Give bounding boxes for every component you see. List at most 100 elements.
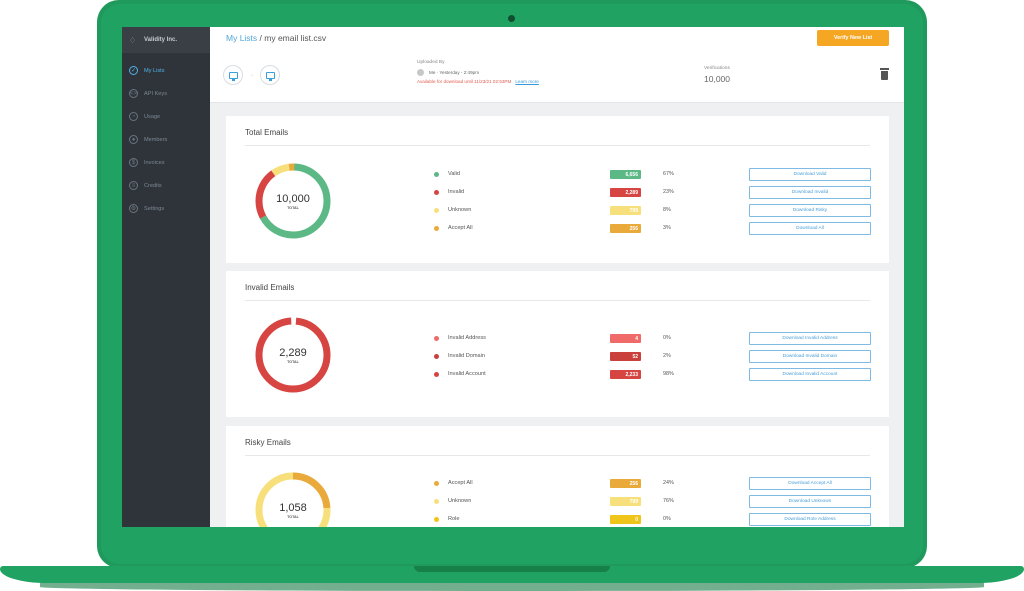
sidebar-item-settings[interactable]: ⚙ Settings: [122, 197, 210, 220]
sidebar-item-api-keys[interactable]: <> API Keys: [122, 82, 210, 105]
download-valid-button[interactable]: Download Valid: [749, 168, 871, 181]
download-invalid-account-button[interactable]: Download Invalid Account: [749, 368, 871, 381]
legend-dot: [434, 498, 439, 504]
trash-body: [881, 71, 888, 80]
legend-row-invalid-address: Invalid Address: [434, 333, 486, 343]
donut-total-label: TOTAL: [287, 359, 299, 364]
download-role-address-button[interactable]: Download Role Address: [749, 513, 871, 526]
availability-text: Available for download until 11/23/21 02…: [417, 79, 512, 84]
sidebar-item-label: My Lists: [144, 67, 165, 74]
donut-center: 2,289 TOTAL: [253, 315, 333, 395]
card-title: Invalid Emails: [245, 283, 295, 292]
breadcrumb-separator: /: [257, 33, 265, 43]
download-all-button[interactable]: Download All: [749, 222, 871, 235]
download-invalid-button[interactable]: Download Invalid: [749, 186, 871, 199]
brand[interactable]: ♢ Validity Inc.: [122, 27, 210, 53]
total-donut-chart: 10,000 TOTAL: [253, 161, 333, 241]
count-badge: 52: [610, 352, 641, 361]
sidebar-item-credits[interactable]: ≡ Credits: [122, 174, 210, 197]
sidebar-item-my-lists[interactable]: ✓ My Lists: [122, 59, 210, 82]
download-unknown-button[interactable]: Download Unknown: [749, 495, 871, 508]
count-badge: 799: [610, 497, 641, 506]
legend-dot: [434, 189, 439, 195]
legend-dot: [434, 335, 439, 341]
legend-label: Invalid Domain: [448, 353, 485, 359]
breadcrumb-root-link[interactable]: My Lists: [226, 33, 258, 43]
legend-row-invalid-domain: Invalid Domain: [434, 351, 485, 361]
sidebar-item-members[interactable]: ● Members: [122, 128, 210, 151]
legend-row-valid: Valid: [434, 169, 460, 179]
legend-label: Valid: [448, 171, 461, 177]
monitor-icon: [228, 71, 238, 81]
arrow-right-icon: →: [249, 72, 254, 78]
verify-new-list-button[interactable]: Verify New List: [817, 30, 889, 46]
count-badge: 2,289: [610, 188, 641, 197]
upload-meta: Me · Yesterday - 2:49pm: [417, 69, 539, 76]
dollar-icon: $: [129, 158, 138, 167]
count-badge: 4: [610, 334, 641, 343]
verifications-value: 10,000: [704, 74, 730, 84]
sidebar-item-label: Invoices: [144, 159, 165, 166]
divider: [245, 300, 870, 301]
download-risky-button[interactable]: Download Risky: [749, 204, 871, 217]
percent-value: 8%: [663, 207, 671, 213]
verifications: Verifications 10,000: [704, 66, 730, 84]
divider: [245, 145, 870, 146]
laptop-shadow: [40, 583, 984, 591]
legend-row-invalid: Invalid: [434, 187, 464, 197]
sidebar-item-invoices[interactable]: $ Invoices: [122, 151, 210, 174]
uploaded-by-label: Uploaded By: [417, 60, 445, 65]
download-invalid-domain-button[interactable]: Download Invalid Domain: [749, 350, 871, 363]
percent-value: 24%: [663, 480, 674, 486]
laptop-base: [0, 566, 1024, 583]
camera-icon: [508, 15, 515, 22]
donut-total-value: 1,058: [279, 501, 307, 514]
legend-dot: [434, 371, 439, 377]
sidebar-item-label: Usage: [144, 113, 161, 120]
avatar: [417, 69, 424, 76]
card-title: Risky Emails: [245, 438, 291, 447]
sidebar-item-label: API Keys: [144, 90, 168, 97]
donut-gap: [255, 317, 331, 393]
upload-info: Uploaded By Me · Yesterday - 2:49pm Avai…: [417, 60, 539, 84]
card-title: Total Emails: [245, 128, 289, 137]
gear-icon: ⚙: [129, 204, 138, 213]
download-invalid-address-button[interactable]: Download Invalid Address: [749, 332, 871, 345]
breadcrumb-current: my email list.csv: [264, 33, 327, 43]
chart-icon: ◔: [129, 112, 138, 121]
legend-row-accept-all: Accept All: [434, 478, 473, 488]
sidebar-item-usage[interactable]: ◔ Usage: [122, 105, 210, 128]
sidebar: ♢ Validity Inc. ✓ My Lists <> API Keys ◔…: [122, 27, 210, 527]
risky-donut-chart: 1,058 TOTAL: [253, 470, 333, 527]
legend-dot: [434, 225, 439, 231]
donut-total-label: TOTAL: [287, 514, 299, 519]
donut-svg: [255, 163, 331, 239]
legend-dot: [434, 171, 439, 177]
donut-svg: [255, 317, 331, 393]
divider: [245, 455, 870, 456]
monitor-icon: [265, 71, 275, 81]
donut-center: 1,058 TOTAL: [253, 470, 333, 527]
uploaded-by-value: Me · Yesterday - 2:49pm: [429, 70, 480, 75]
download-accept-all-button[interactable]: Download Accept All: [749, 477, 871, 490]
legend-row-invalid-account: Invalid Account: [434, 369, 486, 379]
legend-row-unknown: Unknown: [434, 205, 471, 215]
percent-value: 23%: [663, 189, 674, 195]
percent-value: 3%: [663, 225, 671, 231]
donut-segment-accept-all: [255, 163, 331, 239]
legend-row-unknown: Unknown: [434, 496, 471, 506]
count-badge: 2,233: [610, 370, 641, 379]
learn-more-link[interactable]: Learn more: [515, 79, 539, 84]
check-circle-icon: ✓: [129, 66, 138, 75]
brand-name: Validity Inc.: [144, 37, 178, 43]
donut-center: 10,000 TOTAL: [253, 161, 333, 241]
donut-total-value: 10,000: [276, 192, 310, 205]
invalid-emails-card: Invalid Emails 2,289 TOTAL Invalid Addre…: [226, 271, 889, 417]
trash-icon[interactable]: [880, 68, 889, 80]
percent-value: 98%: [663, 371, 674, 377]
risky-emails-card: Risky Emails 1,058 TOTAL Accept All 256 …: [226, 426, 889, 527]
legend-label: Unknown: [448, 498, 472, 504]
availability-notice: Available for download until 11/23/21 02…: [417, 79, 539, 84]
legend-dot: [434, 480, 439, 486]
sidebar-nav: ✓ My Lists <> API Keys ◔ Usage ● Members…: [122, 59, 210, 220]
